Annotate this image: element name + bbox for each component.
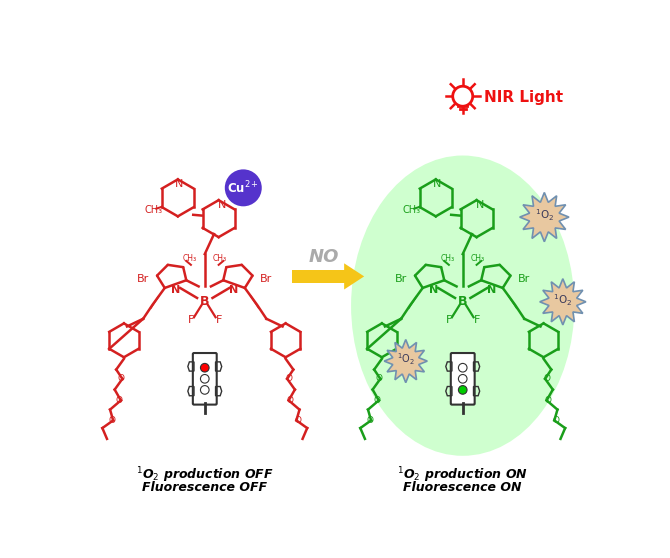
Text: O: O <box>287 396 293 405</box>
Text: $^1$O$_2$: $^1$O$_2$ <box>535 208 554 223</box>
Ellipse shape <box>351 156 574 456</box>
Text: $^1$O$_2$: $^1$O$_2$ <box>397 352 415 367</box>
Text: O: O <box>374 396 381 405</box>
Text: Br: Br <box>137 274 149 283</box>
Text: Br: Br <box>260 274 273 283</box>
Text: CH₃: CH₃ <box>440 254 454 263</box>
Text: F: F <box>474 315 480 325</box>
Text: O: O <box>366 416 373 425</box>
Polygon shape <box>540 278 586 325</box>
Circle shape <box>200 374 209 383</box>
Text: CH₃: CH₃ <box>471 254 485 263</box>
Text: O: O <box>375 374 383 383</box>
Text: F: F <box>446 315 452 325</box>
Circle shape <box>225 170 262 206</box>
Text: N: N <box>429 285 438 295</box>
Text: O: O <box>545 396 551 405</box>
Text: N: N <box>218 200 226 210</box>
Text: CH₃: CH₃ <box>402 205 420 215</box>
Text: O: O <box>543 374 550 383</box>
Polygon shape <box>384 339 427 383</box>
Circle shape <box>458 363 467 372</box>
Text: N: N <box>171 285 180 295</box>
Polygon shape <box>520 193 569 242</box>
Text: Br: Br <box>518 274 531 283</box>
Text: O: O <box>108 416 115 425</box>
Text: O: O <box>552 416 559 425</box>
Polygon shape <box>292 270 347 282</box>
Circle shape <box>200 363 209 372</box>
Text: Fluorescence ON: Fluorescence ON <box>403 481 522 494</box>
Text: F: F <box>216 315 222 325</box>
Text: O: O <box>116 396 123 405</box>
Text: $^1$O$_2$ production ON: $^1$O$_2$ production ON <box>397 465 528 485</box>
Text: CH₃: CH₃ <box>213 254 227 263</box>
Text: N: N <box>487 285 496 295</box>
Polygon shape <box>344 263 364 290</box>
FancyBboxPatch shape <box>451 353 474 405</box>
Circle shape <box>458 374 467 383</box>
Text: $^1$O$_2$: $^1$O$_2$ <box>553 292 572 308</box>
Text: O: O <box>285 374 292 383</box>
Text: N: N <box>476 200 484 210</box>
Text: NIR Light: NIR Light <box>484 90 563 105</box>
Text: CH₃: CH₃ <box>144 205 162 215</box>
Text: N: N <box>175 179 184 189</box>
Text: B: B <box>458 295 468 309</box>
FancyBboxPatch shape <box>193 353 216 405</box>
Text: $^1$O$_2$ production OFF: $^1$O$_2$ production OFF <box>136 465 273 485</box>
Text: NO: NO <box>309 248 339 266</box>
Text: Cu$^{2+}$: Cu$^{2+}$ <box>227 180 259 196</box>
Text: Fluorescence OFF: Fluorescence OFF <box>142 481 267 494</box>
Circle shape <box>200 386 209 394</box>
Text: F: F <box>188 315 194 325</box>
Circle shape <box>458 386 467 394</box>
Text: Br: Br <box>395 274 407 283</box>
Text: N: N <box>433 179 442 189</box>
Text: O: O <box>117 374 125 383</box>
Text: B: B <box>200 295 210 309</box>
Text: O: O <box>294 416 302 425</box>
Text: CH₃: CH₃ <box>182 254 196 263</box>
Text: N: N <box>229 285 239 295</box>
